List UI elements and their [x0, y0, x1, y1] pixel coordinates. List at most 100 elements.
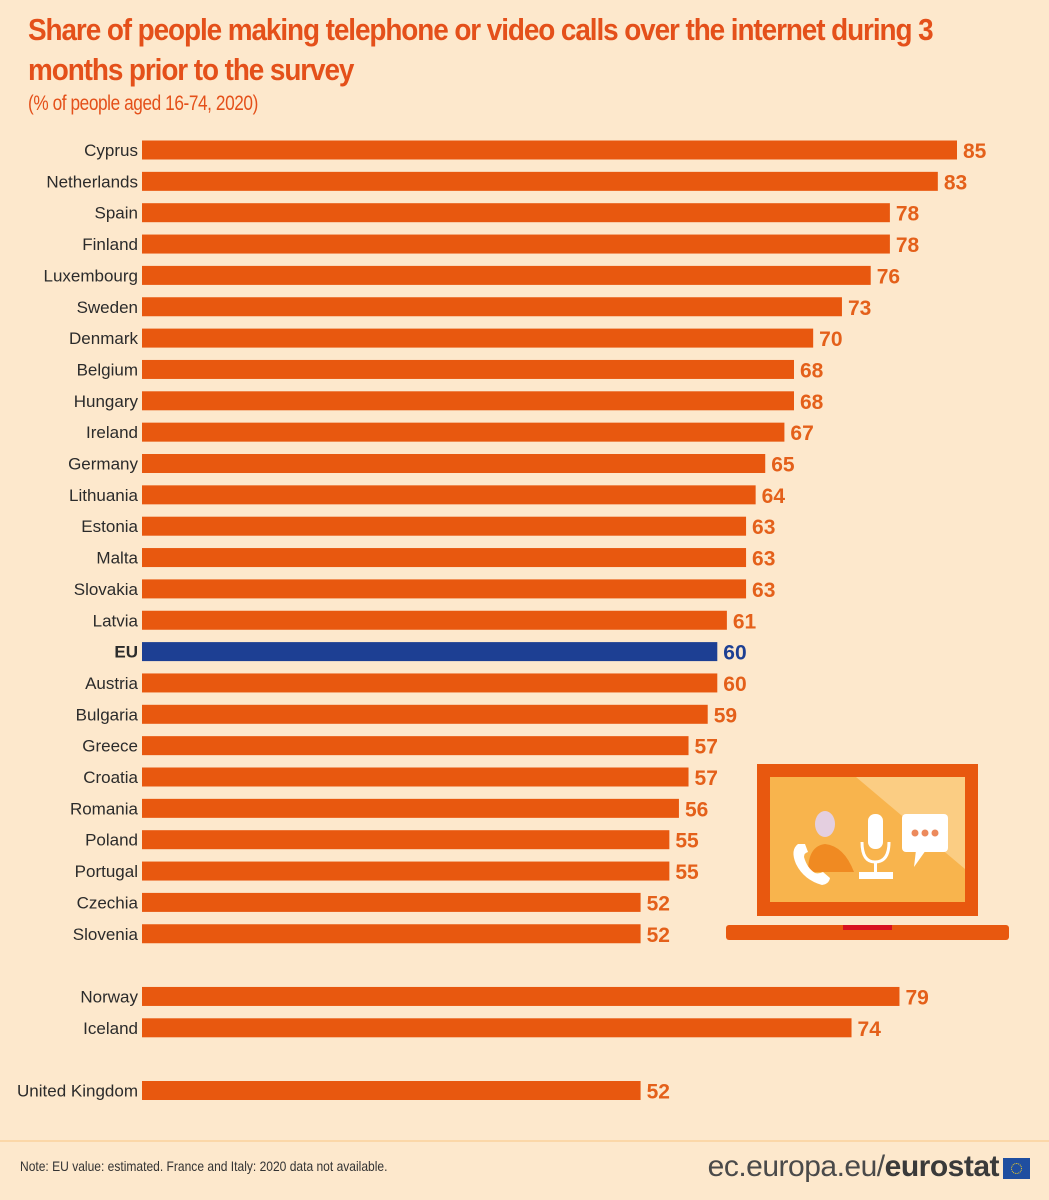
bar-chart: Cyprus 85 Netherlands 83 Spain 78 Finland 78 Lux…	[17, 140, 987, 1104]
category-label-iceland: Iceland	[83, 1019, 138, 1038]
bar-denmark	[142, 328, 814, 348]
eu-flag-icon	[1003, 1158, 1030, 1179]
value-label-netherlands: 83	[944, 171, 967, 194]
category-label-ireland: Ireland	[86, 423, 138, 442]
value-label-slovakia: 63	[752, 579, 775, 602]
brand-domain: ec.europa.eu/	[707, 1150, 885, 1183]
footnote: Note: EU value: estimated. France and It…	[20, 1158, 388, 1174]
bar-belgium	[142, 359, 794, 379]
category-label-estonia: Estonia	[81, 517, 138, 536]
bar-latvia	[142, 610, 727, 630]
category-label-slovakia: Slovakia	[74, 580, 139, 599]
category-label-malta: Malta	[96, 549, 138, 568]
value-label-croatia: 57	[695, 767, 718, 790]
value-label-eu: 60	[723, 642, 746, 665]
bar-slovakia	[142, 579, 747, 599]
value-label-hungary: 68	[800, 391, 824, 414]
bar-portugal	[142, 861, 670, 881]
bar-cyprus	[142, 140, 957, 160]
bar-iceland	[142, 1018, 852, 1038]
chart-title: Share of people making telephone or vide…	[28, 12, 934, 87]
bar-lithuania	[142, 485, 756, 505]
value-label-finland: 78	[896, 234, 920, 257]
category-label-denmark: Denmark	[69, 329, 138, 348]
bar-malta	[142, 548, 747, 568]
value-label-slovenia: 52	[647, 924, 670, 947]
value-label-estonia: 63	[752, 516, 775, 539]
category-label-cyprus: Cyprus	[84, 141, 138, 160]
category-label-croatia: Croatia	[83, 768, 138, 787]
bar-slovenia	[142, 924, 641, 944]
phone-icon	[793, 844, 830, 885]
value-label-belgium: 68	[800, 359, 824, 382]
value-label-ireland: 67	[790, 422, 813, 445]
bar-germany	[142, 454, 766, 473]
value-label-sweden: 73	[848, 297, 871, 320]
category-label-bulgaria: Bulgaria	[76, 705, 139, 724]
value-label-cyprus: 85	[963, 140, 987, 163]
bar-united-kingdom	[142, 1081, 641, 1100]
footer-divider	[0, 1140, 1049, 1142]
eurostat-link[interactable]: ec.europa.eu/eurostat	[707, 1150, 1000, 1184]
value-label-romania: 56	[685, 798, 708, 821]
value-label-united-kingdom: 52	[647, 1081, 670, 1104]
value-label-luxembourg: 76	[877, 265, 900, 288]
bar-ireland	[142, 422, 785, 442]
brand-name: eurostat	[884, 1150, 1000, 1183]
value-label-austria: 60	[723, 673, 746, 696]
category-label-netherlands: Netherlands	[46, 172, 138, 191]
category-label-poland: Poland	[85, 831, 138, 850]
category-label-romania: Romania	[70, 799, 139, 818]
bar-poland	[142, 830, 670, 850]
value-label-denmark: 70	[819, 328, 842, 351]
value-label-poland: 55	[675, 830, 699, 853]
bar-eu	[142, 642, 718, 662]
footer	[0, 1142, 1049, 1200]
category-label-belgium: Belgium	[77, 360, 138, 379]
bar-croatia	[142, 767, 689, 787]
category-label-finland: Finland	[82, 235, 138, 254]
bar-spain	[142, 203, 890, 223]
category-label-lithuania: Lithuania	[69, 486, 139, 505]
value-label-norway: 79	[905, 986, 928, 1009]
bar-czechia	[142, 892, 641, 912]
category-label-united-kingdom: United Kingdom	[17, 1082, 138, 1101]
laptop-illustration	[726, 764, 1009, 940]
value-label-spain: 78	[896, 203, 920, 226]
category-label-latvia: Latvia	[93, 611, 139, 630]
chat-bubble-icon	[902, 814, 948, 867]
value-label-bulgaria: 59	[714, 704, 737, 727]
person-icon	[808, 811, 854, 872]
value-label-greece: 57	[695, 736, 718, 759]
bar-romania	[142, 798, 679, 818]
value-label-portugal: 55	[675, 861, 699, 884]
bar-sweden	[142, 297, 842, 317]
category-label-portugal: Portugal	[75, 862, 138, 881]
category-label-norway: Norway	[80, 987, 138, 1006]
value-label-lithuania: 64	[762, 485, 786, 508]
category-label-germany: Germany	[68, 455, 138, 474]
bar-netherlands	[142, 171, 938, 191]
category-label-greece: Greece	[82, 737, 138, 756]
category-label-luxembourg: Luxembourg	[43, 266, 138, 285]
category-label-hungary: Hungary	[74, 392, 139, 411]
value-label-malta: 63	[752, 548, 775, 571]
value-label-latvia: 61	[733, 610, 757, 633]
category-label-spain: Spain	[95, 204, 138, 223]
bar-hungary	[142, 391, 794, 411]
bar-norway	[142, 986, 900, 1006]
bar-austria	[142, 673, 718, 693]
laptop-icon	[726, 764, 1009, 940]
category-label-slovenia: Slovenia	[73, 925, 139, 944]
category-label-sweden: Sweden	[77, 298, 138, 317]
bar-estonia	[142, 516, 747, 536]
bar-greece	[142, 736, 689, 756]
bar-bulgaria	[142, 704, 708, 724]
category-label-austria: Austria	[85, 674, 138, 693]
value-label-germany: 65	[771, 454, 795, 477]
category-label-czechia: Czechia	[77, 893, 139, 912]
bar-finland	[142, 234, 890, 254]
chart-subtitle: (% of people aged 16-74, 2020)	[28, 92, 258, 115]
microphone-icon	[859, 814, 893, 879]
value-label-czechia: 52	[647, 892, 670, 915]
